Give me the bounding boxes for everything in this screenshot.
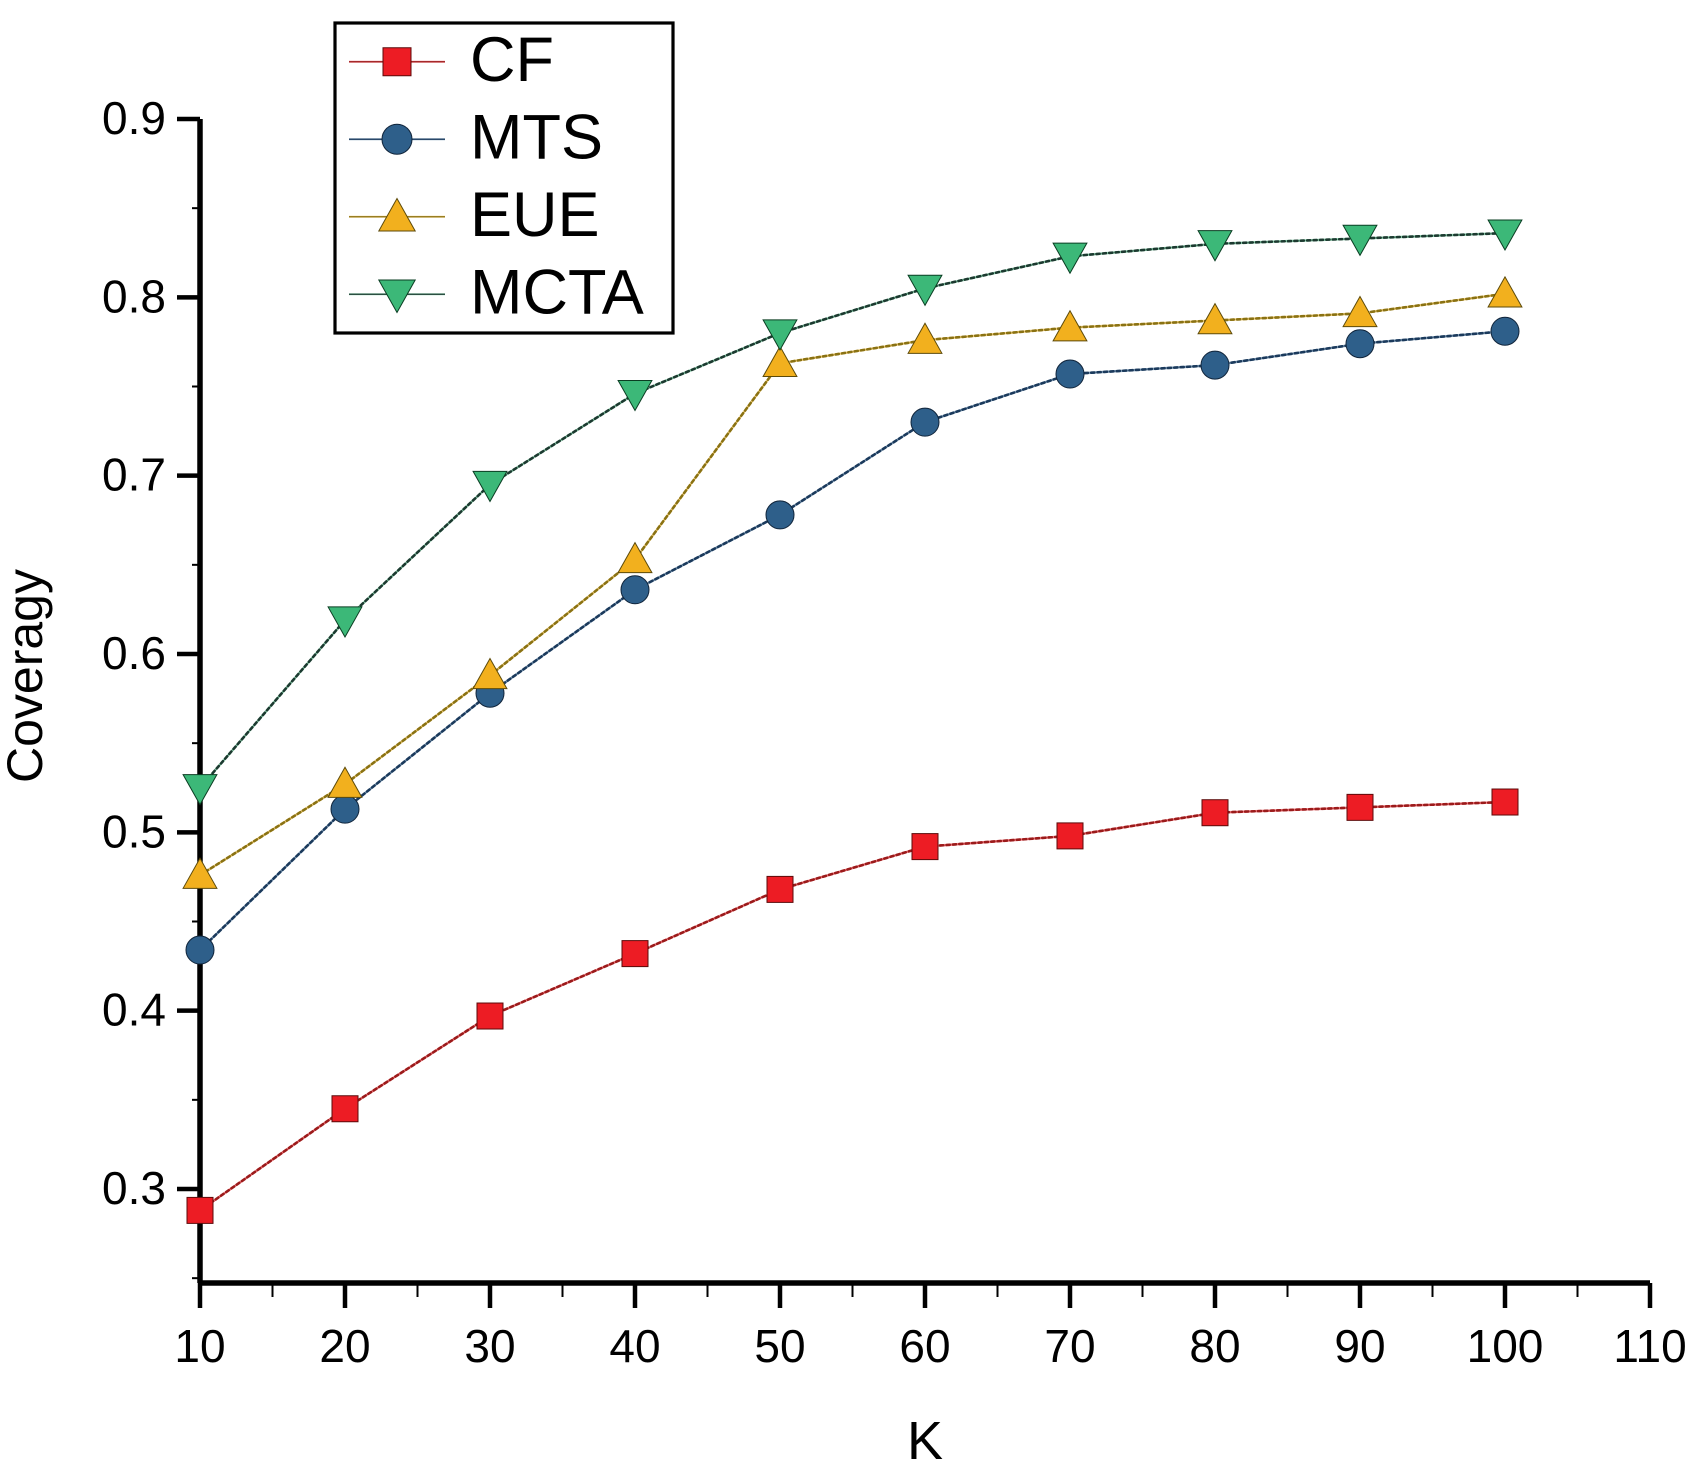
svg-text:0.9: 0.9 xyxy=(102,92,166,144)
svg-text:100: 100 xyxy=(1467,1320,1544,1372)
svg-text:MCTA: MCTA xyxy=(470,257,644,327)
svg-text:60: 60 xyxy=(899,1320,950,1372)
svg-text:80: 80 xyxy=(1189,1320,1240,1372)
svg-text:40: 40 xyxy=(609,1320,660,1372)
svg-text:0.5: 0.5 xyxy=(102,805,166,857)
svg-text:MTS: MTS xyxy=(470,102,603,172)
svg-text:20: 20 xyxy=(319,1320,370,1372)
svg-text:90: 90 xyxy=(1334,1320,1385,1372)
svg-text:0.6: 0.6 xyxy=(102,627,166,679)
svg-text:110: 110 xyxy=(1613,1320,1686,1372)
svg-text:0.3: 0.3 xyxy=(102,1162,166,1214)
svg-text:0.4: 0.4 xyxy=(102,984,166,1036)
svg-text:CF: CF xyxy=(470,25,554,95)
svg-text:10: 10 xyxy=(174,1320,225,1372)
svg-text:0.7: 0.7 xyxy=(102,449,166,501)
svg-text:0.8: 0.8 xyxy=(102,270,166,322)
svg-text:EUE: EUE xyxy=(470,180,600,250)
svg-text:Coveragy: Coveragy xyxy=(0,569,53,783)
svg-text:30: 30 xyxy=(464,1320,515,1372)
svg-text:K: K xyxy=(907,1411,943,1471)
svg-text:70: 70 xyxy=(1044,1320,1095,1372)
svg-text:50: 50 xyxy=(754,1320,805,1372)
